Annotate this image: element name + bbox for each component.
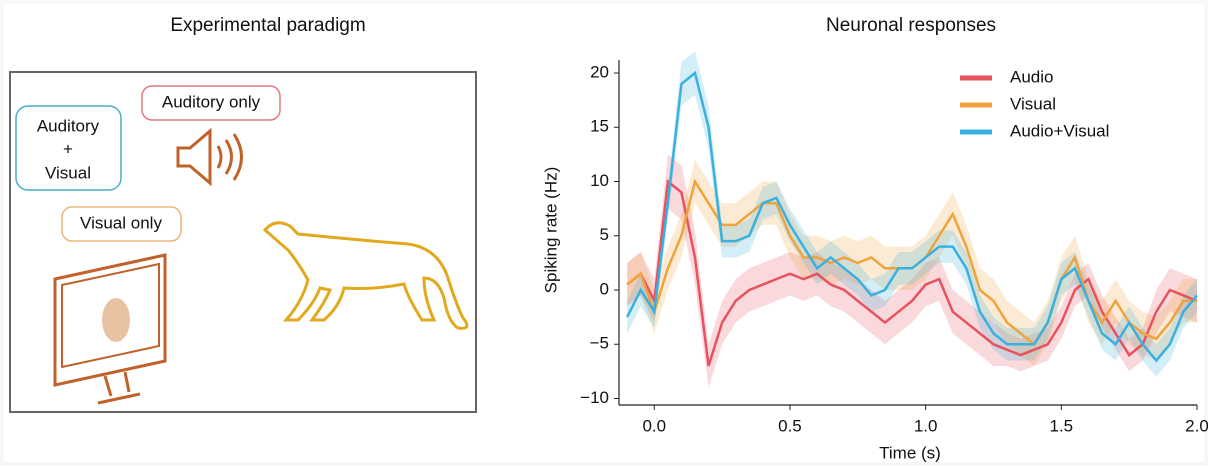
series-line (626, 179, 1198, 367)
y-axis-label: Spiking rate (Hz) (541, 167, 560, 294)
x-tick-label: 0.0 (642, 416, 666, 435)
y-tick-label: −5 (590, 334, 609, 353)
panel (4, 4, 1204, 462)
y-tick-label: 0 (600, 279, 609, 298)
auditory-box (141, 85, 281, 121)
y-tick-label: 15 (590, 117, 609, 136)
av-label: + (63, 139, 73, 158)
speaker-icon (176, 127, 243, 187)
error-band (627, 154, 1197, 388)
auditory-label: Auditory only (162, 92, 261, 111)
monkey-icon (262, 221, 469, 330)
x-tick-label: 2.0 (1185, 416, 1208, 435)
y-tick-label: 20 (590, 63, 609, 82)
av-box (15, 105, 122, 191)
av-label: Auditory (37, 116, 100, 135)
x-tick-label: 1.5 (1049, 416, 1073, 435)
visual-box (61, 206, 182, 242)
y-tick-label: 10 (590, 171, 609, 190)
legend-label: Audio (1010, 67, 1053, 86)
legend-label: Visual (1010, 94, 1056, 113)
stimulus-disc (102, 298, 130, 342)
av-label: Visual (45, 163, 91, 182)
error-band (627, 159, 1197, 366)
y-tick-label: 5 (600, 225, 609, 244)
x-axis-label: Time (s) (879, 443, 941, 462)
visual-label: Visual only (80, 213, 162, 232)
paradigm-box (9, 71, 477, 413)
x-tick-label: 0.5 (778, 416, 802, 435)
monitor-icon (53, 253, 167, 405)
chart-title: Neuronal responses (826, 15, 996, 36)
y-tick-label: −10 (580, 388, 609, 407)
legend-label: Audio+Visual (1010, 121, 1109, 140)
series-line (626, 70, 1198, 363)
diagram-title: Experimental paradigm (170, 15, 365, 36)
error-band (627, 51, 1197, 377)
x-tick-label: 1.0 (914, 416, 938, 435)
